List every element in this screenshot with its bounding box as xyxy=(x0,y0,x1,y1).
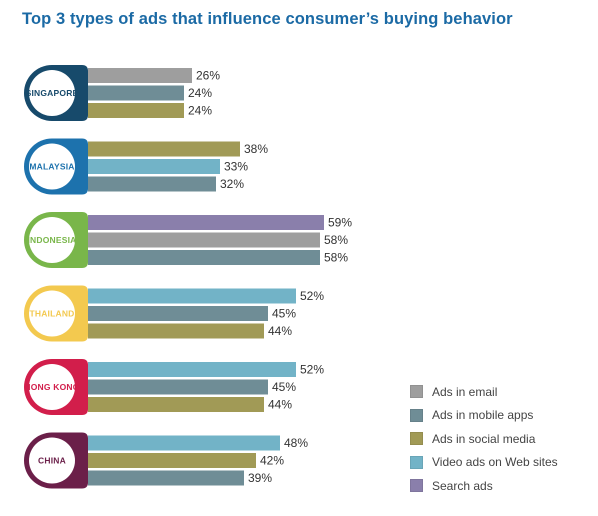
country-label-malaysia: MALAYSIA xyxy=(29,162,74,172)
bar-thailand-web xyxy=(88,288,296,304)
data-label-singapore-social: 24% xyxy=(188,104,212,118)
bar-indonesia-mobile xyxy=(88,250,320,265)
legend-swatch-search xyxy=(410,479,423,493)
legend-item-search: Search ads xyxy=(410,474,558,498)
data-label-china-mobile: 39% xyxy=(248,471,272,485)
country-label-hong-kong: HONG KONG xyxy=(24,382,79,392)
data-label-indonesia-email: 58% xyxy=(324,233,348,247)
legend-item-email: Ads in email xyxy=(410,380,558,404)
legend-label-web: Video ads on Web sites xyxy=(432,455,558,470)
bar-hong-kong-mobile xyxy=(88,379,268,395)
bar-thailand-mobile xyxy=(88,306,268,321)
country-badge-inner-china xyxy=(29,437,75,484)
country-badge-inner-hong-kong xyxy=(29,364,75,410)
data-label-thailand-social: 44% xyxy=(268,324,292,338)
data-label-singapore-mobile: 24% xyxy=(188,86,212,100)
bar-hong-kong-web xyxy=(88,362,296,377)
bar-malaysia-web xyxy=(88,159,220,174)
legend-swatch-web xyxy=(410,455,423,469)
country-label-indonesia: INDONESIA xyxy=(27,235,76,245)
data-label-china-web: 48% xyxy=(284,436,308,450)
legend-label-social: Ads in social media xyxy=(432,431,536,446)
bar-singapore-email xyxy=(88,68,192,83)
bar-china-web xyxy=(88,435,280,451)
legend: Ads in email Ads in mobile apps Ads in s… xyxy=(410,380,558,498)
data-label-indonesia-mobile: 58% xyxy=(324,251,348,265)
legend-item-web: Video ads on Web sites xyxy=(410,451,558,475)
bar-malaysia-mobile xyxy=(88,176,216,192)
bar-indonesia-email xyxy=(88,232,320,248)
data-label-indonesia-search: 59% xyxy=(328,216,352,230)
data-label-hong-kong-mobile: 45% xyxy=(272,380,296,394)
bar-singapore-social xyxy=(88,103,184,118)
bar-singapore-mobile xyxy=(88,85,184,101)
legend-label-search: Search ads xyxy=(432,478,493,493)
bar-indonesia-search xyxy=(88,215,324,230)
country-badge-inner-indonesia xyxy=(29,217,75,263)
bar-thailand-social xyxy=(88,323,264,339)
legend-swatch-email xyxy=(410,385,423,399)
bar-malaysia-social xyxy=(88,141,240,157)
legend-item-mobile: Ads in mobile apps xyxy=(410,404,558,428)
data-label-hong-kong-social: 44% xyxy=(268,398,292,412)
bar-hong-kong-social xyxy=(88,397,264,412)
data-label-thailand-web: 52% xyxy=(300,289,324,303)
legend-label-email: Ads in email xyxy=(432,384,498,399)
legend-label-mobile: Ads in mobile apps xyxy=(432,408,534,423)
country-label-china: CHINA xyxy=(38,456,66,466)
legend-swatch-social xyxy=(410,432,423,446)
country-label-thailand: THAILAND xyxy=(29,309,74,319)
country-badge-inner-thailand xyxy=(29,290,75,337)
data-label-malaysia-mobile: 32% xyxy=(220,177,244,191)
chart-title: Top 3 types of ads that influence consum… xyxy=(22,10,513,28)
data-label-malaysia-web: 33% xyxy=(224,160,248,174)
data-label-hong-kong-web: 52% xyxy=(300,363,324,377)
data-label-china-social: 42% xyxy=(260,454,284,468)
data-label-malaysia-social: 38% xyxy=(244,142,268,156)
data-label-thailand-mobile: 45% xyxy=(272,307,296,321)
country-badge-inner-malaysia xyxy=(29,143,75,190)
legend-swatch-mobile xyxy=(410,408,423,422)
data-label-singapore-email: 26% xyxy=(196,69,220,83)
country-badge-inner-singapore xyxy=(29,70,75,116)
bar-china-mobile xyxy=(88,470,244,486)
bar-china-social xyxy=(88,453,256,468)
country-label-singapore: SINGAPORE xyxy=(26,88,79,98)
legend-item-social: Ads in social media xyxy=(410,427,558,451)
